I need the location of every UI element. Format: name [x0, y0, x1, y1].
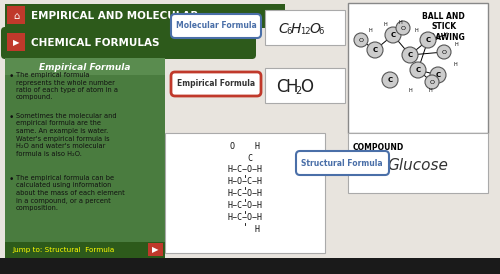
Text: •: • — [8, 72, 14, 81]
Text: C: C — [436, 72, 440, 78]
Circle shape — [396, 21, 410, 35]
Text: H−C−O−H: H−C−O−H — [228, 165, 262, 174]
Text: O: O — [430, 79, 434, 84]
Text: H: H — [408, 87, 412, 93]
Text: H: H — [383, 22, 387, 27]
Text: H−O−C−H: H−O−C−H — [228, 177, 262, 186]
FancyBboxPatch shape — [5, 58, 165, 250]
Text: Glucose: Glucose — [388, 158, 448, 173]
Text: ▶: ▶ — [152, 246, 158, 255]
Text: Empirical Formula: Empirical Formula — [177, 79, 255, 89]
Text: •: • — [8, 113, 14, 122]
Text: C: C — [278, 22, 288, 36]
Text: H−C−O−H: H−C−O−H — [228, 213, 262, 222]
Text: C: C — [408, 52, 412, 58]
Text: O: O — [309, 22, 320, 36]
FancyBboxPatch shape — [265, 68, 345, 103]
Text: CHEMICAL FORMULAS: CHEMICAL FORMULAS — [31, 38, 160, 48]
Text: H: H — [453, 62, 457, 67]
FancyBboxPatch shape — [171, 14, 261, 38]
Text: The empirical formula can be
calculated using information
about the mass of each: The empirical formula can be calculated … — [16, 175, 125, 211]
Text: The empirical formula
represents the whole number
ratio of each type of atom in : The empirical formula represents the who… — [16, 72, 118, 101]
Text: H: H — [230, 225, 260, 234]
Text: H: H — [414, 27, 418, 33]
FancyBboxPatch shape — [165, 133, 325, 253]
Text: BALL AND
STICK
DRAWING: BALL AND STICK DRAWING — [422, 12, 465, 42]
Text: H: H — [398, 19, 402, 24]
Text: C: C — [372, 47, 378, 53]
Text: Sometimes the molecular and
empirical formula are the
same. An example is water.: Sometimes the molecular and empirical fo… — [16, 113, 116, 156]
Circle shape — [420, 32, 436, 48]
Text: 12: 12 — [300, 27, 310, 36]
FancyBboxPatch shape — [265, 10, 345, 45]
Text: H: H — [454, 42, 458, 47]
FancyBboxPatch shape — [1, 27, 256, 59]
FancyBboxPatch shape — [296, 151, 389, 175]
Circle shape — [382, 72, 398, 88]
FancyBboxPatch shape — [148, 243, 163, 256]
Text: ⌂: ⌂ — [13, 11, 19, 21]
Text: 6: 6 — [286, 27, 292, 36]
Text: O: O — [400, 25, 406, 30]
Text: O    H: O H — [230, 142, 260, 151]
Text: C: C — [426, 37, 430, 43]
Text: C: C — [416, 67, 420, 73]
Text: H−C−O−H: H−C−O−H — [228, 189, 262, 198]
Circle shape — [410, 62, 426, 78]
FancyBboxPatch shape — [0, 258, 500, 274]
Text: •: • — [8, 175, 14, 184]
Circle shape — [425, 75, 439, 89]
Text: Jump to: Structural  Formula: Jump to: Structural Formula — [12, 247, 114, 253]
Text: Empirical Formula: Empirical Formula — [39, 62, 131, 72]
Circle shape — [367, 42, 383, 58]
Text: ▶: ▶ — [13, 39, 19, 47]
FancyBboxPatch shape — [348, 133, 488, 193]
Text: H: H — [285, 78, 298, 96]
FancyBboxPatch shape — [171, 72, 261, 96]
Text: H: H — [443, 33, 447, 38]
Text: C: C — [390, 32, 396, 38]
Circle shape — [402, 47, 418, 63]
Text: COMPOUND
NAME: COMPOUND NAME — [353, 143, 404, 162]
Text: Molecular Formula: Molecular Formula — [176, 21, 256, 30]
Text: H: H — [368, 27, 372, 33]
FancyBboxPatch shape — [5, 4, 285, 28]
Text: EMPIRICAL AND MOLECULAR: EMPIRICAL AND MOLECULAR — [31, 11, 198, 21]
Text: 6: 6 — [318, 27, 324, 36]
Text: 2: 2 — [295, 86, 301, 96]
Text: C: C — [238, 154, 252, 163]
Circle shape — [354, 33, 368, 47]
FancyBboxPatch shape — [348, 3, 488, 133]
Text: Structural Formula: Structural Formula — [301, 158, 383, 167]
Text: C: C — [388, 77, 392, 83]
FancyBboxPatch shape — [0, 0, 500, 258]
FancyBboxPatch shape — [7, 6, 25, 24]
Circle shape — [430, 67, 446, 83]
Text: O: O — [300, 78, 313, 96]
FancyBboxPatch shape — [5, 242, 165, 258]
Circle shape — [385, 27, 401, 43]
Text: H: H — [291, 22, 302, 36]
Text: H−C−O−H: H−C−O−H — [228, 201, 262, 210]
Text: H: H — [428, 87, 432, 93]
Text: C: C — [276, 78, 287, 96]
FancyBboxPatch shape — [7, 33, 25, 51]
Text: O: O — [442, 50, 446, 55]
FancyBboxPatch shape — [5, 58, 165, 75]
Text: O: O — [358, 38, 364, 42]
Circle shape — [437, 45, 451, 59]
